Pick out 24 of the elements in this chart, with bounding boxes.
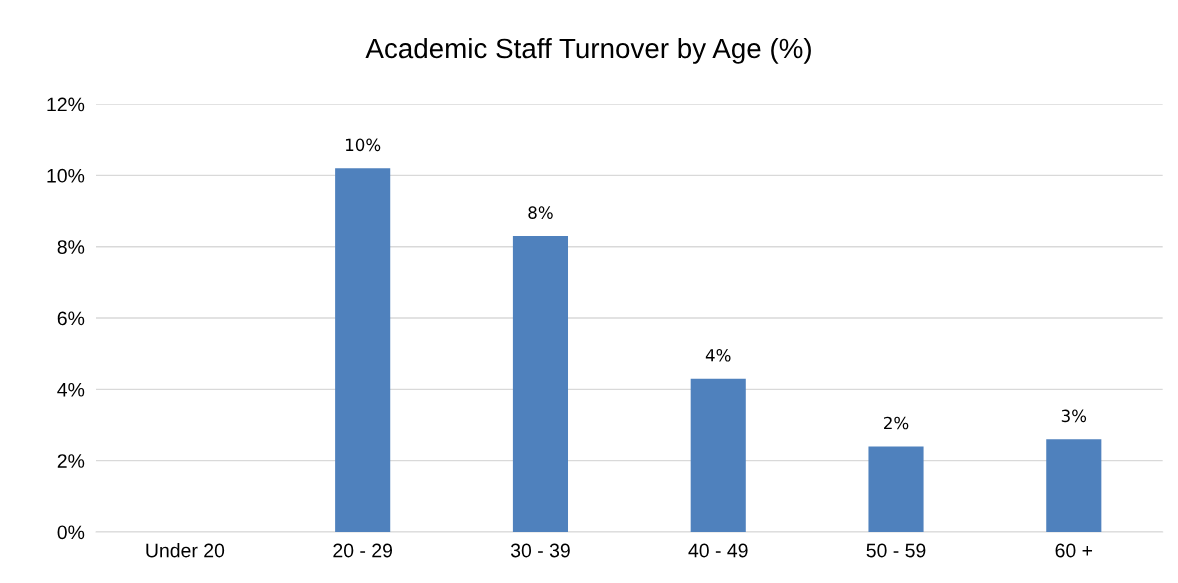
x-tick-label: 30 - 39 bbox=[510, 543, 570, 558]
y-tick-label: 10% bbox=[47, 168, 85, 183]
y-tick-label: 6% bbox=[57, 311, 85, 326]
bar bbox=[335, 168, 391, 532]
x-tick-label: 20 - 29 bbox=[333, 543, 393, 558]
data-label: 8% bbox=[528, 206, 553, 219]
y-tick-label: 4% bbox=[57, 382, 85, 397]
data-label: 3% bbox=[1061, 409, 1087, 423]
x-tick-label: 50 - 59 bbox=[866, 543, 926, 558]
x-tick-label: Under 20 bbox=[146, 543, 225, 558]
data-label: 10% bbox=[345, 138, 381, 152]
chart-title: Academic Staff Turnover by Age (%) bbox=[365, 37, 811, 64]
bar bbox=[868, 446, 924, 532]
y-tick-label: 8% bbox=[57, 240, 85, 254]
data-label: 4% bbox=[705, 348, 731, 362]
y-tick-label: 2% bbox=[57, 454, 85, 468]
bar bbox=[512, 236, 569, 532]
data-label: 2% bbox=[884, 416, 909, 430]
y-tick-label: 0% bbox=[57, 525, 85, 540]
x-tick-label: 40 - 49 bbox=[688, 543, 748, 558]
y-tick-label: 12% bbox=[47, 97, 85, 112]
bar bbox=[1046, 439, 1102, 532]
x-tick-label: 60 + bbox=[1055, 543, 1093, 558]
bar bbox=[690, 378, 746, 532]
